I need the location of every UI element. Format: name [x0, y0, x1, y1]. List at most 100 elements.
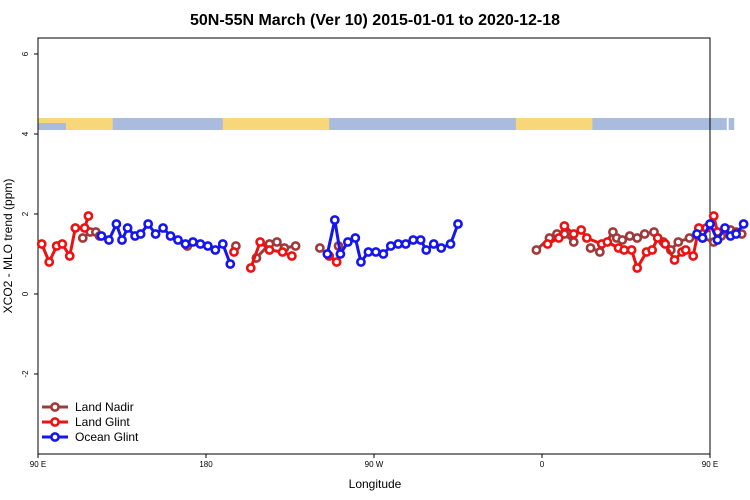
data-point [57, 239, 68, 249]
y-axis-label: XCO2 - MLO trend (ppm) [1, 179, 15, 314]
data-point [697, 233, 708, 243]
data-point [331, 257, 342, 267]
data-point [210, 245, 221, 255]
legend-item: Land Nadir [42, 400, 134, 414]
data-point [445, 239, 456, 249]
data-point [708, 211, 719, 221]
data-point [626, 245, 637, 255]
data-point [602, 237, 613, 247]
data-point [264, 245, 275, 255]
data-point [400, 239, 411, 249]
data-point [415, 235, 426, 245]
data-point [632, 263, 643, 273]
data-point [378, 249, 389, 259]
y-tick-label: 2 [21, 211, 30, 216]
data-point [111, 219, 122, 229]
data-point [660, 239, 671, 249]
data-point [393, 239, 404, 249]
data-point [619, 245, 630, 255]
data-point [135, 229, 146, 239]
data-point [647, 245, 658, 255]
data-point [314, 243, 325, 253]
land-ocean-strip [38, 118, 735, 130]
data-point [342, 237, 353, 247]
data-point [617, 235, 628, 245]
data-point [669, 255, 680, 265]
data-point [581, 233, 592, 243]
legend-marker [50, 402, 60, 412]
data-point [576, 225, 587, 235]
data-point [712, 235, 723, 245]
series-layer [36, 211, 749, 273]
data-point [217, 239, 228, 249]
data-point [568, 229, 579, 239]
data-point [122, 223, 133, 233]
chart-title: 50N-55N March (Ver 10) 2015-01-01 to 202… [190, 12, 560, 29]
data-point [195, 239, 206, 249]
data-point [385, 241, 396, 251]
x-tick-label: 90 W [365, 460, 384, 469]
y-tick-label: -2 [21, 370, 30, 378]
legend-item: Land Glint [42, 415, 130, 429]
x-tick-label: 180 [199, 460, 213, 469]
data-point [143, 219, 154, 229]
x-axis: 90 E 180 90 W 0 90 E [30, 454, 718, 469]
data-point [680, 245, 691, 255]
data-point [684, 233, 695, 243]
data-point [272, 237, 282, 247]
data-point [356, 257, 366, 267]
data-point [322, 249, 333, 259]
data-point [64, 251, 75, 261]
data-point [738, 219, 749, 229]
legend-label: Ocean Glint [75, 430, 139, 444]
data-point [531, 245, 542, 255]
data-point [639, 229, 650, 239]
x-tick-label: 90 E [30, 460, 46, 469]
data-point [117, 235, 127, 245]
series-land-glint [36, 211, 723, 273]
data-point [173, 235, 183, 245]
data-point [436, 243, 447, 253]
data-point [83, 211, 94, 221]
data-point [44, 257, 55, 267]
data-point [632, 233, 643, 243]
data-point [96, 231, 107, 241]
y-axis: -2 0 2 4 6 [21, 51, 38, 378]
data-point [225, 259, 236, 269]
ocean-band [112, 118, 223, 130]
data-point [70, 223, 81, 233]
series-line-segment [333, 219, 342, 255]
x-tick-label: 90 E [702, 460, 718, 469]
legend-label: Land Nadir [75, 400, 134, 414]
data-point [104, 235, 114, 245]
ocean-band [38, 123, 66, 130]
legend-marker [50, 432, 60, 442]
data-point [568, 237, 579, 247]
data-point [370, 247, 381, 257]
data-point [408, 235, 419, 245]
data-point [188, 237, 198, 247]
data-point [453, 219, 463, 229]
data-point [255, 237, 266, 247]
data-point [79, 223, 90, 233]
data-point [731, 229, 742, 239]
data-point [150, 229, 161, 239]
data-point [202, 241, 213, 251]
data-point [165, 231, 176, 241]
data-point [624, 231, 635, 241]
data-point [335, 249, 346, 259]
data-point [594, 247, 605, 257]
data-point [350, 233, 361, 243]
data-point [36, 239, 47, 249]
data-point [245, 263, 256, 273]
legend-label: Land Glint [75, 415, 130, 429]
y-tick-label: 4 [21, 131, 30, 136]
data-point [229, 247, 239, 257]
data-point [553, 233, 564, 243]
ocean-band [329, 118, 516, 130]
data-point [673, 237, 684, 247]
y-tick-label: 6 [21, 51, 30, 56]
data-point [158, 223, 168, 233]
